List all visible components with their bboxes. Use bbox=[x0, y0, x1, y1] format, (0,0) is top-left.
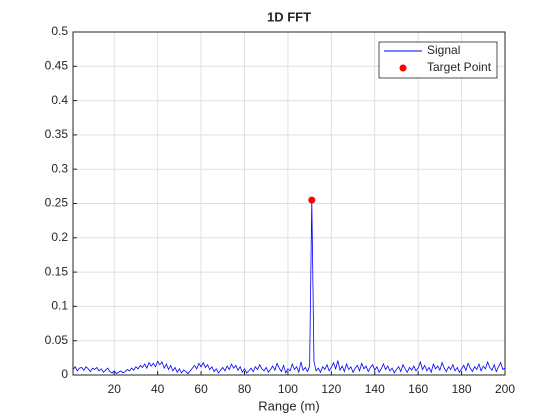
y-tick-label: 0.15 bbox=[45, 264, 69, 278]
x-tick-label: 20 bbox=[108, 382, 122, 396]
legend-marker bbox=[399, 64, 407, 72]
axes-box bbox=[72, 31, 506, 376]
y-tick-label: 0.25 bbox=[45, 196, 69, 210]
y-tick-label: 0.35 bbox=[45, 127, 69, 141]
x-tick-label: 40 bbox=[151, 382, 165, 396]
x-tick-label: 60 bbox=[194, 382, 208, 396]
legend-label: Target Point bbox=[427, 60, 492, 74]
y-tick-label: 0.45 bbox=[45, 58, 69, 72]
y-tick-label: 0.2 bbox=[51, 230, 68, 244]
x-tick-label: 160 bbox=[408, 382, 428, 396]
y-tick-label: 0.5 bbox=[51, 24, 68, 38]
legend-box bbox=[378, 41, 498, 79]
x-axis-label: Range (m) bbox=[258, 398, 319, 413]
y-tick-label: 0 bbox=[61, 367, 68, 381]
legend-label: Signal bbox=[427, 43, 460, 57]
chart-title: 1D FFT bbox=[267, 9, 311, 24]
x-tick-label: 120 bbox=[321, 382, 341, 396]
y-tick-label: 0.3 bbox=[51, 161, 68, 175]
target-point bbox=[308, 196, 316, 204]
y-tick-label: 0.4 bbox=[51, 93, 68, 107]
y-tick-label: 0.05 bbox=[45, 333, 69, 347]
x-tick-label: 140 bbox=[365, 382, 385, 396]
x-tick-label: 100 bbox=[278, 382, 298, 396]
x-tick-label: 180 bbox=[452, 382, 472, 396]
x-tick-label: 200 bbox=[495, 382, 515, 396]
x-tick-label: 80 bbox=[238, 382, 252, 396]
signal-line bbox=[72, 200, 506, 375]
y-tick-label: 0.1 bbox=[51, 299, 68, 313]
